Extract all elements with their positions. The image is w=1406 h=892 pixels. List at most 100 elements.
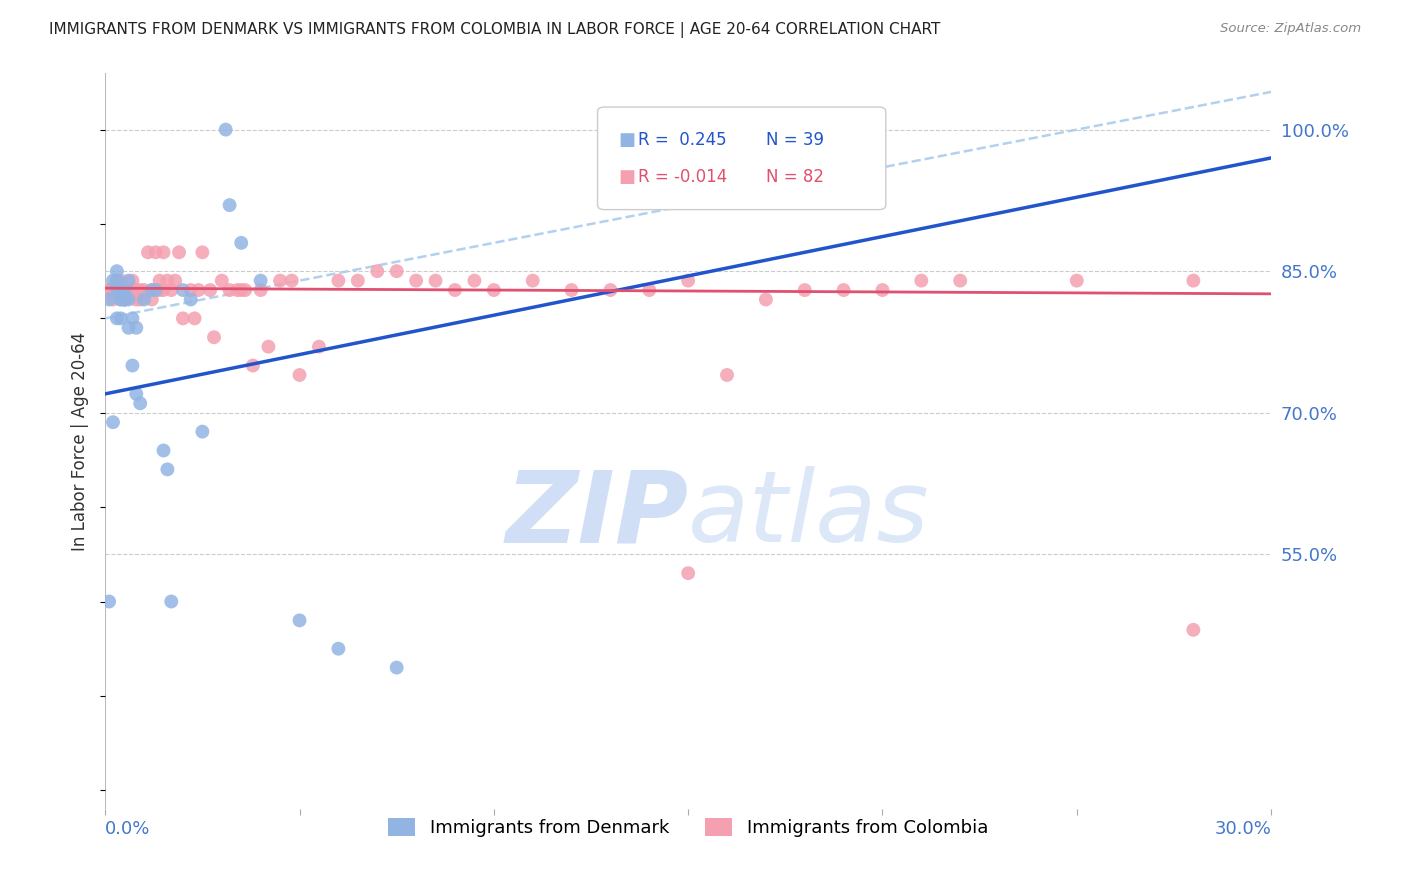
Point [231,235,253,250]
Point [425,274,447,288]
Text: IMMIGRANTS FROM DENMARK VS IMMIGRANTS FROM COLOMBIA IN LABOR FORCE | AGE 20-64 C: IMMIGRANTS FROM DENMARK VS IMMIGRANTS FR… [49,22,941,38]
Point [832,283,855,297]
Point [676,274,699,288]
Point [187,283,209,297]
Text: 0.0%: 0.0% [105,821,150,838]
Y-axis label: In Labor Force | Age 20-64: In Labor Force | Age 20-64 [72,332,89,550]
Point [114,283,136,297]
Point [110,283,132,297]
Point [121,359,143,373]
Point [125,387,148,401]
Point [110,283,132,297]
Point [231,283,253,297]
Point [105,283,128,297]
Point [129,396,152,410]
Point [149,274,172,288]
Point [129,283,152,297]
Text: R = -0.014: R = -0.014 [638,168,727,186]
Point [98,283,121,297]
Point [114,293,136,307]
Point [117,283,139,297]
Point [463,274,485,288]
Point [125,283,148,297]
Point [129,293,152,307]
Point [117,283,139,297]
Point [110,311,132,326]
Text: R =  0.245: R = 0.245 [638,131,727,149]
Point [152,443,174,458]
Point [152,283,174,297]
Point [346,274,368,288]
Text: N = 39: N = 39 [766,131,824,149]
Text: N = 82: N = 82 [766,168,824,186]
Point [198,283,221,297]
Point [117,293,139,307]
Point [949,274,972,288]
Point [114,283,136,297]
Point [561,283,583,297]
Point [101,283,124,297]
Point [872,283,894,297]
Point [218,283,240,297]
Point [145,245,167,260]
Point [242,359,264,373]
Point [114,293,136,307]
Point [405,274,427,288]
Point [191,425,214,439]
Point [141,283,163,297]
Point [105,274,128,288]
Point [98,293,121,307]
Point [716,368,738,382]
Point [117,274,139,288]
Point [121,311,143,326]
Point [121,274,143,288]
Point [599,283,621,297]
Point [125,320,148,334]
Point [328,641,350,656]
Point [145,283,167,297]
Point [183,311,205,326]
Point [110,283,132,297]
Point [328,274,350,288]
Point [180,293,202,307]
Point [167,245,190,260]
Point [755,293,778,307]
Point [281,274,304,288]
Point [1182,623,1205,637]
Point [105,311,128,326]
Text: 30.0%: 30.0% [1215,821,1271,838]
Text: Source: ZipAtlas.com: Source: ZipAtlas.com [1220,22,1361,36]
Point [522,274,544,288]
Text: ■: ■ [619,131,636,149]
Point [117,283,139,297]
Legend: Immigrants from Denmark, Immigrants from Colombia: Immigrants from Denmark, Immigrants from… [381,811,995,845]
Text: ■: ■ [619,168,636,186]
Point [105,283,128,297]
Point [149,283,172,297]
Point [638,283,661,297]
Point [101,274,124,288]
Point [105,274,128,288]
Point [1182,274,1205,288]
Point [444,283,467,297]
Point [910,274,932,288]
Point [226,283,249,297]
Point [366,264,388,278]
Point [165,274,187,288]
Point [110,293,132,307]
Text: atlas: atlas [688,467,929,563]
Point [110,293,132,307]
Point [132,283,155,297]
Point [191,245,214,260]
Point [202,330,225,344]
Point [172,311,194,326]
Point [101,293,124,307]
Point [156,462,179,476]
Point [793,283,815,297]
Point [141,293,163,307]
Point [1066,274,1088,288]
Point [141,283,163,297]
Point [117,320,139,334]
Point [308,340,330,354]
Point [110,274,132,288]
